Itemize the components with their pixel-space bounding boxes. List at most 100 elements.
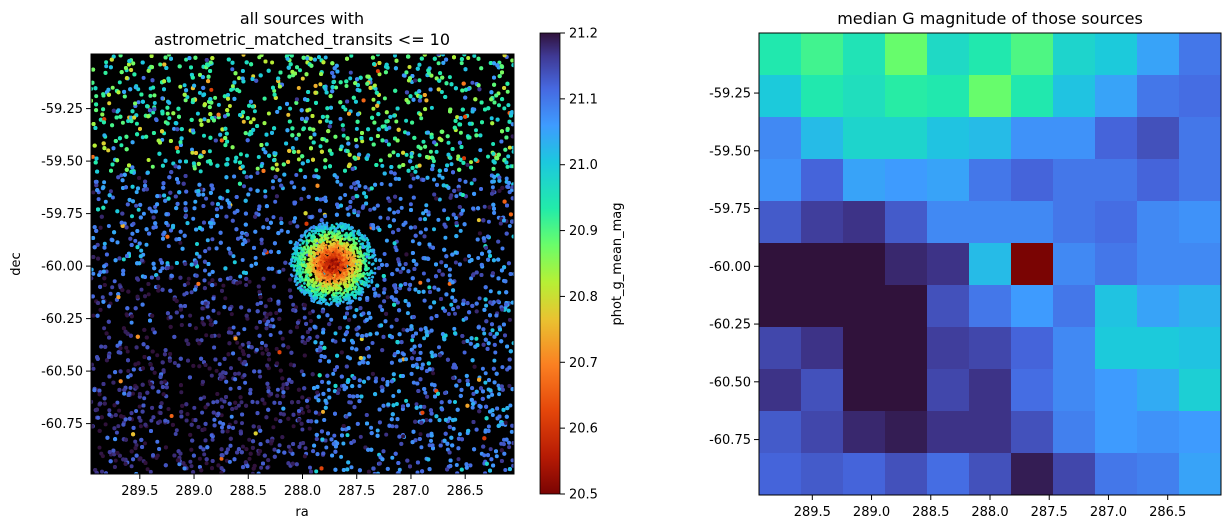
scatter-point <box>493 350 498 355</box>
scatter-point <box>470 386 475 391</box>
scatter-point <box>239 235 244 240</box>
scatter-point <box>215 163 220 168</box>
scatter-point <box>160 163 165 168</box>
scatter-point <box>341 127 346 132</box>
scatter-point <box>117 408 122 413</box>
scatter-point <box>510 458 514 463</box>
scatter-point <box>116 175 121 180</box>
scatter-point <box>290 146 295 150</box>
scatter-point <box>125 313 130 318</box>
scatter-point <box>248 120 253 125</box>
scatter-point <box>102 326 107 331</box>
scatter-point <box>481 327 486 332</box>
scatter-point <box>436 87 441 92</box>
scatter-point <box>208 69 213 73</box>
scatter-point <box>91 154 95 159</box>
scatter-point <box>233 159 238 164</box>
scatter-point <box>396 257 401 262</box>
scatter-point <box>287 119 292 124</box>
scatter-point <box>128 385 133 390</box>
scatter-point <box>314 168 319 173</box>
scatter-point <box>122 391 127 396</box>
scatter-point <box>110 123 115 128</box>
scatter-point <box>313 83 318 88</box>
scatter-point <box>348 76 353 81</box>
scatter-point <box>324 118 329 123</box>
scatter-point <box>504 176 509 181</box>
scatter-point <box>511 145 514 150</box>
scatter-point <box>135 229 140 233</box>
scatter-point <box>202 133 206 138</box>
scatter-point <box>236 236 240 241</box>
scatter-point <box>346 460 351 465</box>
scatter-point <box>210 269 215 274</box>
scatter-point <box>219 138 224 143</box>
scatter-point <box>182 83 187 88</box>
scatter-point <box>108 291 113 296</box>
scatter-point <box>315 334 320 339</box>
scatter-point <box>196 425 201 429</box>
scatter-point <box>150 405 155 410</box>
scatter-point <box>247 103 252 108</box>
scatter-point <box>409 172 414 177</box>
scatter-point <box>423 227 428 232</box>
scatter-point <box>96 415 101 420</box>
scatter-point <box>209 224 214 229</box>
scatter-point <box>459 467 464 472</box>
scatter-point <box>465 403 470 408</box>
scatter-point <box>231 351 236 356</box>
scatter-point <box>461 160 466 165</box>
scatter-point <box>364 346 369 351</box>
scatter-point <box>314 437 319 441</box>
scatter-point <box>207 272 212 277</box>
scatter-point <box>302 315 307 320</box>
scatter-point <box>291 302 296 307</box>
scatter-point <box>368 207 373 212</box>
scatter-point <box>190 147 194 152</box>
scatter-point <box>409 327 413 332</box>
scatter-point <box>476 218 481 223</box>
scatter-point <box>502 451 507 456</box>
scatter-point <box>294 173 299 177</box>
scatter-point <box>190 150 195 155</box>
scatter-point <box>411 195 416 200</box>
scatter-point <box>277 443 282 448</box>
scatter-point <box>382 290 386 295</box>
scatter-point <box>174 428 179 433</box>
scatter-point <box>386 216 390 221</box>
scatter-point <box>141 75 146 80</box>
scatter-point <box>414 362 419 367</box>
scatter-point <box>297 444 302 449</box>
scatter-point <box>397 467 402 472</box>
scatter-point <box>210 459 215 463</box>
scatter-point <box>348 199 353 204</box>
scatter-point <box>445 163 450 168</box>
scatter-point <box>198 396 203 401</box>
scatter-point <box>386 142 391 147</box>
scatter-point <box>106 224 111 228</box>
scatter-point <box>437 268 442 273</box>
scatter-point <box>136 207 141 212</box>
scatter-point <box>100 469 104 474</box>
scatter-point <box>296 132 301 137</box>
scatter-point <box>345 433 350 438</box>
scatter-point <box>317 55 321 60</box>
scatter-point <box>446 312 451 316</box>
scatter-point <box>318 144 323 149</box>
scatter-point <box>385 466 390 471</box>
scatter-point <box>497 103 501 108</box>
scatter-point <box>136 186 140 191</box>
scatter-point <box>486 424 491 429</box>
scatter-point <box>129 68 134 72</box>
scatter-point <box>167 100 172 105</box>
scatter-point <box>404 118 409 123</box>
scatter-point <box>248 187 253 192</box>
scatter-point <box>352 208 357 213</box>
scatter-point <box>254 325 259 330</box>
scatter-point <box>507 224 512 228</box>
scatter-point <box>195 338 200 343</box>
scatter-point <box>301 126 306 131</box>
scatter-point <box>277 178 282 183</box>
scatter-point <box>314 419 319 424</box>
scatter-point <box>479 187 483 191</box>
